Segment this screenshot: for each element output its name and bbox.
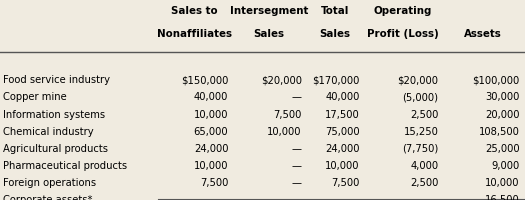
Text: —: — xyxy=(292,177,302,187)
Text: Pharmaceutical products: Pharmaceutical products xyxy=(3,160,127,170)
Text: Operating: Operating xyxy=(374,6,432,16)
Text: 25,000: 25,000 xyxy=(485,143,520,153)
Text: (7,750): (7,750) xyxy=(402,143,438,153)
Text: 15,250: 15,250 xyxy=(404,126,438,136)
Text: 108,500: 108,500 xyxy=(479,126,520,136)
Text: Copper mine: Copper mine xyxy=(3,92,66,102)
Text: Nonaffiliates: Nonaffiliates xyxy=(157,29,232,39)
Text: Sales: Sales xyxy=(319,29,350,39)
Text: $100,000: $100,000 xyxy=(472,75,520,85)
Text: Foreign operations: Foreign operations xyxy=(3,177,96,187)
Text: 16,500: 16,500 xyxy=(485,194,520,200)
Text: 7,500: 7,500 xyxy=(274,109,302,119)
Text: $170,000: $170,000 xyxy=(312,75,360,85)
Text: Information systems: Information systems xyxy=(3,109,105,119)
Text: 10,000: 10,000 xyxy=(267,126,302,136)
Text: 20,000: 20,000 xyxy=(485,109,520,119)
Text: $20,000: $20,000 xyxy=(397,75,438,85)
Text: —: — xyxy=(292,92,302,102)
Text: $150,000: $150,000 xyxy=(181,75,228,85)
Text: 10,000: 10,000 xyxy=(194,109,228,119)
Text: 7,500: 7,500 xyxy=(331,177,360,187)
Text: (5,000): (5,000) xyxy=(402,92,438,102)
Text: Food service industry: Food service industry xyxy=(3,75,110,85)
Text: 10,000: 10,000 xyxy=(194,160,228,170)
Text: 10,000: 10,000 xyxy=(325,160,360,170)
Text: 24,000: 24,000 xyxy=(194,143,228,153)
Text: Sales to: Sales to xyxy=(171,6,217,16)
Text: —: — xyxy=(292,160,302,170)
Text: Assets: Assets xyxy=(464,29,502,39)
Text: Sales: Sales xyxy=(254,29,285,39)
Text: 4,000: 4,000 xyxy=(410,160,438,170)
Text: 65,000: 65,000 xyxy=(194,126,228,136)
Text: 24,000: 24,000 xyxy=(325,143,360,153)
Text: 40,000: 40,000 xyxy=(194,92,228,102)
Text: Profit (Loss): Profit (Loss) xyxy=(367,29,439,39)
Text: 9,000: 9,000 xyxy=(491,160,520,170)
Text: 75,000: 75,000 xyxy=(325,126,360,136)
Text: $20,000: $20,000 xyxy=(261,75,302,85)
Text: 17,500: 17,500 xyxy=(325,109,360,119)
Text: Chemical industry: Chemical industry xyxy=(3,126,93,136)
Text: Intersegment: Intersegment xyxy=(230,6,308,16)
Text: 40,000: 40,000 xyxy=(326,92,360,102)
Text: Corporate assets*: Corporate assets* xyxy=(3,194,92,200)
Text: 2,500: 2,500 xyxy=(410,177,438,187)
Text: Agricultural products: Agricultural products xyxy=(3,143,108,153)
Text: 10,000: 10,000 xyxy=(485,177,520,187)
Text: 30,000: 30,000 xyxy=(486,92,520,102)
Text: 7,500: 7,500 xyxy=(200,177,228,187)
Text: 2,500: 2,500 xyxy=(410,109,438,119)
Text: —: — xyxy=(292,143,302,153)
Text: Total: Total xyxy=(320,6,349,16)
